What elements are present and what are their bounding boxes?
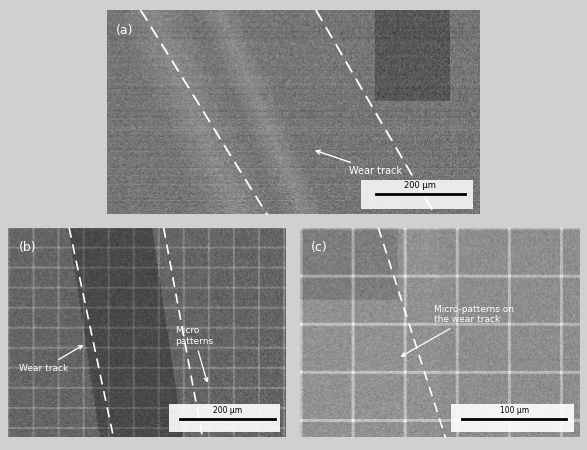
Text: Wear track: Wear track (19, 346, 82, 373)
Bar (451, 405, 575, 432)
Text: (c): (c) (311, 241, 328, 254)
Text: 100 μm: 100 μm (500, 406, 529, 415)
Text: 200 μm: 200 μm (213, 406, 242, 415)
Text: Micro
patterns: Micro patterns (175, 326, 213, 382)
Text: (b): (b) (19, 241, 37, 254)
Text: (a): (a) (116, 24, 134, 37)
Text: Micro-patterns on
the wear track: Micro-patterns on the wear track (402, 305, 514, 356)
Bar (169, 405, 281, 432)
Bar (360, 180, 473, 209)
Text: 200 μm: 200 μm (404, 181, 436, 190)
Text: Wear track: Wear track (316, 150, 403, 176)
